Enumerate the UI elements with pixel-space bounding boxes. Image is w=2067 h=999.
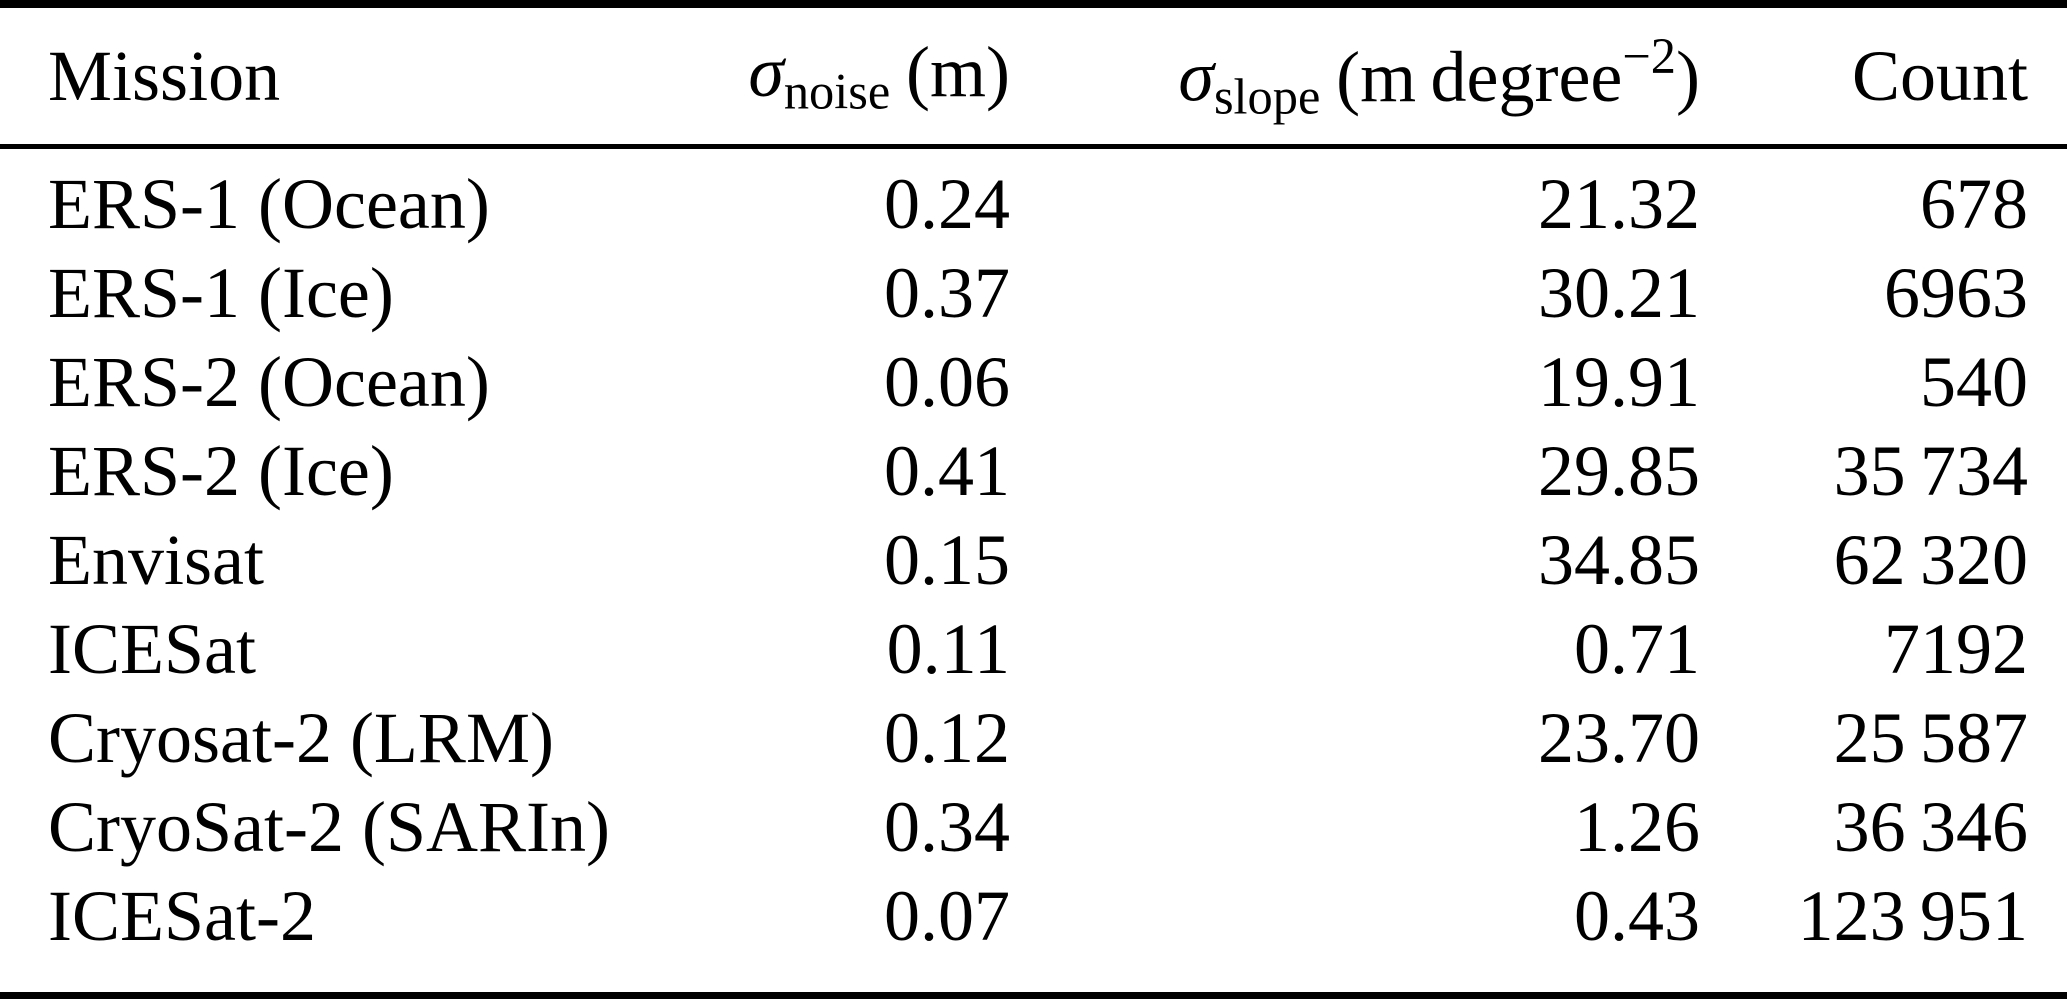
table-row: CryoSat-2 (SARIn) 0.34 1.26 36 346: [48, 783, 2028, 872]
cell-mission: ERS-1 (Ice): [48, 253, 394, 333]
cell-noise: 0.24: [884, 164, 1010, 244]
cell-noise: 0.41: [884, 431, 1010, 511]
col-header-count: Count: [1851, 35, 2028, 116]
slope-exponent: −2: [1622, 27, 1677, 84]
slope-subscript: slope: [1213, 68, 1321, 125]
cell-slope: 1.26: [1574, 787, 1700, 867]
cell-count: 35 734: [1833, 431, 2028, 511]
cell-count: 7192: [1884, 609, 2028, 689]
table-row: ICESat 0.11 0.71 7192: [48, 605, 2028, 694]
noise-subscript: noise: [783, 63, 891, 120]
slope-unit-open: (m degree: [1336, 36, 1623, 117]
cell-slope: 29.85: [1538, 431, 1700, 511]
table-row: Cryosat-2 (LRM) 0.12 23.70 25 587: [48, 694, 2028, 783]
cell-slope: 30.21: [1538, 253, 1700, 333]
cell-count: 123 951: [1797, 876, 2028, 956]
cell-noise: 0.15: [884, 520, 1010, 600]
col-header-mission: Mission: [48, 35, 281, 116]
cell-slope: 0.71: [1574, 609, 1700, 689]
sigma-symbol: σ: [748, 32, 784, 113]
col-header-noise: σnoise (m): [648, 31, 1010, 121]
col-header-slope: σslope (m degree−2): [1010, 27, 1700, 125]
cell-count: 62 320: [1833, 520, 2028, 600]
table-row: ERS-1 (Ocean) 0.24 21.32 678: [48, 160, 2028, 249]
noise-unit: (m): [906, 32, 1010, 113]
cell-mission: ERS-2 (Ice): [48, 431, 394, 511]
cell-mission: ICESat: [48, 609, 256, 689]
table-bottom-rule: [0, 992, 2067, 999]
cell-count: 6963: [1884, 253, 2028, 333]
cell-count: 36 346: [1833, 787, 2028, 867]
table-top-rule: [0, 0, 2067, 8]
cell-mission: ERS-1 (Ocean): [48, 164, 490, 244]
cell-noise: 0.11: [886, 609, 1010, 689]
cell-noise: 0.37: [884, 253, 1010, 333]
table-row: ERS-1 (Ice) 0.37 30.21 6963: [48, 249, 2028, 338]
cell-mission: Envisat: [48, 520, 264, 600]
cell-count: 25 587: [1833, 698, 2028, 778]
cell-mission: Cryosat-2 (LRM): [48, 698, 554, 778]
cell-noise: 0.34: [884, 787, 1010, 867]
cell-noise: 0.06: [884, 342, 1010, 422]
cell-slope: 23.70: [1538, 698, 1700, 778]
table-row: ERS-2 (Ice) 0.41 29.85 35 734: [48, 427, 2028, 516]
cell-noise: 0.07: [884, 876, 1010, 956]
cell-slope: 34.85: [1538, 520, 1700, 600]
slope-unit-close: ): [1676, 36, 1700, 117]
cell-slope: 0.43: [1574, 876, 1700, 956]
cell-noise: 0.12: [884, 698, 1010, 778]
table-header-row: Mission σnoise (m) σslope (m degree−2) Cou…: [48, 8, 2028, 144]
cell-count: 678: [1920, 164, 2028, 244]
cell-mission: ICESat-2: [48, 876, 316, 956]
cell-count: 540: [1920, 342, 2028, 422]
sigma-symbol: σ: [1178, 36, 1214, 117]
cell-slope: 19.91: [1538, 342, 1700, 422]
table-row: Envisat 0.15 34.85 62 320: [48, 516, 2028, 605]
cell-slope: 21.32: [1538, 164, 1700, 244]
table-body: ERS-1 (Ocean) 0.24 21.32 678 ERS-1 (Ice)…: [48, 160, 2028, 961]
table-header-rule: [0, 144, 2067, 149]
table-row: ICESat-2 0.07 0.43 123 951: [48, 872, 2028, 961]
cell-mission: CryoSat-2 (SARIn): [48, 787, 610, 867]
table-row: ERS-2 (Ocean) 0.06 19.91 540: [48, 338, 2028, 427]
cell-mission: ERS-2 (Ocean): [48, 342, 490, 422]
